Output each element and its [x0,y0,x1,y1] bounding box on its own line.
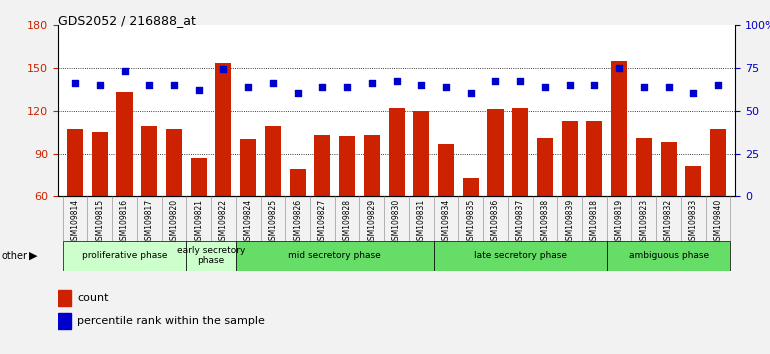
Text: GSM109829: GSM109829 [367,199,377,245]
Text: GSM109839: GSM109839 [565,199,574,245]
Point [341,84,353,90]
Bar [339,136,355,196]
Point [168,82,180,88]
Point [390,79,403,84]
Point [464,91,477,96]
Text: GSM109840: GSM109840 [714,199,722,245]
Text: percentile rank within the sample: percentile rank within the sample [77,316,265,326]
Bar [166,129,182,196]
Point [662,84,675,90]
Bar [586,121,602,196]
Bar [685,166,701,196]
Point [242,84,254,90]
Bar [463,178,479,196]
Text: count: count [77,293,109,303]
Bar [141,126,157,196]
Text: GSM109814: GSM109814 [71,199,79,245]
Point [712,82,725,88]
Point [292,91,304,96]
Bar [191,158,207,196]
Text: GSM109836: GSM109836 [491,199,500,245]
Bar [438,143,454,196]
Text: late secretory phase: late secretory phase [474,251,567,260]
Bar [92,132,108,196]
Text: mid secretory phase: mid secretory phase [288,251,381,260]
Text: GSM109820: GSM109820 [169,199,179,245]
Bar [240,139,256,196]
Point [69,80,81,86]
Point [539,84,551,90]
Bar [290,169,306,196]
Text: GSM109833: GSM109833 [689,199,698,245]
Text: GSM109819: GSM109819 [614,199,624,245]
Text: GSM109824: GSM109824 [243,199,253,245]
Bar [487,109,504,196]
Bar [58,290,71,306]
Text: GSM109835: GSM109835 [467,199,475,245]
Bar [216,63,232,196]
Text: GSM109815: GSM109815 [95,199,104,245]
Bar [265,126,281,196]
Text: GSM109822: GSM109822 [219,199,228,245]
Text: GSM109830: GSM109830 [392,199,401,245]
Point [217,67,229,72]
Bar [236,241,434,271]
Text: ▶: ▶ [29,251,38,261]
Point [638,84,650,90]
Text: GSM109834: GSM109834 [441,199,450,245]
Point [588,82,601,88]
Text: proliferative phase: proliferative phase [82,251,167,260]
Text: GSM109831: GSM109831 [417,199,426,245]
Text: GSM109817: GSM109817 [145,199,154,245]
Point [316,84,329,90]
Bar [413,110,430,196]
Bar [186,241,236,271]
Bar [389,108,404,196]
Point [489,79,501,84]
Bar [561,121,578,196]
Text: early secretory
phase: early secretory phase [177,246,246,266]
Text: other: other [2,251,28,261]
Point [440,84,452,90]
Bar [512,108,528,196]
Text: ambiguous phase: ambiguous phase [628,251,708,260]
Text: GSM109832: GSM109832 [664,199,673,245]
Point [514,79,527,84]
Bar [116,92,132,196]
Bar [67,129,83,196]
Point [192,87,205,93]
Bar [661,142,677,196]
Text: GSM109821: GSM109821 [194,199,203,245]
Point [564,82,576,88]
Bar [607,241,731,271]
Point [119,68,131,74]
Text: GSM109823: GSM109823 [639,199,648,245]
Point [266,80,279,86]
Bar [710,129,726,196]
Text: GSM109818: GSM109818 [590,199,599,245]
Text: GSM109827: GSM109827 [318,199,326,245]
Text: GSM109816: GSM109816 [120,199,129,245]
Bar [58,313,71,329]
Bar [363,135,380,196]
Bar [636,138,652,196]
Bar [434,241,607,271]
Point [366,80,378,86]
Bar [537,138,553,196]
Text: GSM109825: GSM109825 [269,199,277,245]
Point [94,82,106,88]
Text: GSM109838: GSM109838 [541,199,550,245]
Text: GSM109826: GSM109826 [293,199,302,245]
Point [687,91,699,96]
Text: GSM109828: GSM109828 [343,199,352,245]
Bar [611,61,627,196]
Point [143,82,156,88]
Text: GDS2052 / 216888_at: GDS2052 / 216888_at [58,14,196,27]
Bar [314,135,330,196]
Point [415,82,427,88]
Text: GSM109837: GSM109837 [516,199,524,245]
Point [613,65,625,70]
Bar [62,241,186,271]
